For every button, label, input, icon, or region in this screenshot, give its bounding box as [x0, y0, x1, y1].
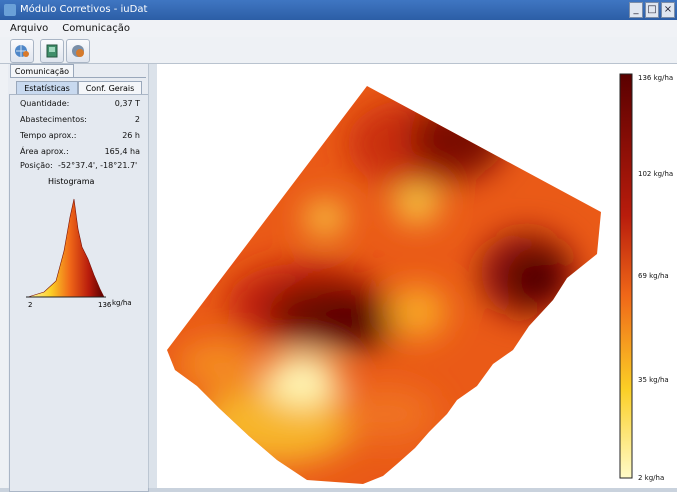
- app-icon: [4, 4, 16, 16]
- stat-row: Área aprox.: 165,4 ha: [20, 147, 140, 159]
- stat-label: Tempo aprox.:: [20, 131, 77, 140]
- stat-row: Quantidade: 0,37 T: [20, 99, 140, 111]
- legend-label-3: 69 kg/ha: [638, 272, 669, 280]
- stat-label: Abastecimentos:: [20, 115, 87, 124]
- legend-label-max: 136 kg/ha: [638, 74, 674, 82]
- panel-splitter[interactable]: [148, 64, 157, 488]
- stats-panel: Quantidade: 0,37 T Abastecimentos: 2 Tem…: [9, 94, 149, 492]
- tab-conf-gerais[interactable]: Conf. Gerais: [78, 81, 142, 95]
- menu-comunicacao[interactable]: Comunicação: [62, 23, 130, 34]
- export-icon: [72, 45, 84, 57]
- tab-underline: [10, 77, 146, 82]
- stat-value: 26 h: [122, 131, 140, 140]
- menu-arquivo[interactable]: Arquivo: [10, 23, 49, 34]
- tab-estatisticas[interactable]: Estatísticas: [16, 81, 78, 95]
- export-button[interactable]: [66, 39, 90, 63]
- histogram-area: [27, 198, 105, 298]
- stat-value: 2: [134, 115, 140, 124]
- stat-row: Tempo aprox.: 26 h: [20, 131, 140, 143]
- map-canvas[interactable]: [157, 64, 677, 488]
- menu-bar: Arquivo Comunicação: [0, 20, 677, 37]
- globe-settings-button[interactable]: [10, 39, 34, 63]
- stat-value: 165,4 ha: [104, 147, 140, 156]
- document-icon: [46, 44, 58, 58]
- histogram-unit: kg/ha: [112, 299, 132, 307]
- toolbar: [0, 37, 677, 64]
- minimize-button[interactable]: _: [629, 2, 643, 18]
- histogram-title: Histograma: [48, 177, 95, 186]
- legend-label-min: 2 kg/ha: [638, 474, 665, 482]
- histogram-chart: 2 136 kg/ha: [26, 198, 132, 309]
- stat-label: Quantidade:: [20, 99, 70, 108]
- document-button[interactable]: [40, 39, 64, 63]
- histogram-axis-min: 2: [28, 301, 32, 309]
- stat-value: -52°37.4', -18°21.7': [58, 161, 138, 170]
- heatmap-surface: [167, 86, 601, 484]
- field-heatmap[interactable]: [157, 64, 677, 488]
- tab-comunicacao[interactable]: Comunicação: [10, 64, 74, 78]
- legend-colorbar: [619, 73, 633, 479]
- globe-settings-icon: [15, 45, 29, 57]
- window-controls: _ □ ×: [629, 2, 675, 18]
- stat-label: Área aprox.:: [20, 147, 69, 156]
- histogram-axis-max: 136: [98, 301, 112, 309]
- legend-label-2: 102 kg/ha: [638, 170, 674, 178]
- legend-label-4: 35 kg/ha: [638, 376, 669, 384]
- stat-value: 0,37 T: [114, 99, 140, 108]
- close-button[interactable]: ×: [661, 2, 675, 18]
- maximize-button[interactable]: □: [645, 2, 659, 18]
- stat-row: Abastecimentos: 2: [20, 115, 140, 127]
- window-title: Módulo Corretivos - iuDat: [20, 4, 148, 15]
- stat-row: Posição: -52°37.4', -18°21.7': [20, 161, 140, 173]
- stat-label: Posição:: [20, 161, 53, 170]
- title-bar: Módulo Corretivos - iuDat _ □ ×: [0, 0, 677, 20]
